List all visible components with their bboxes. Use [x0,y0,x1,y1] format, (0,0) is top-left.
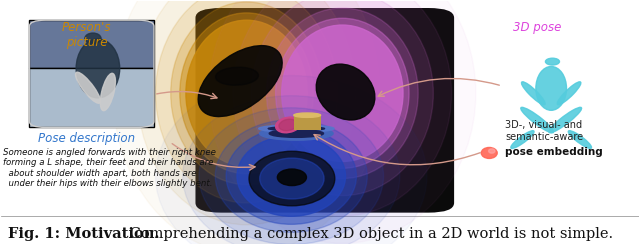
Ellipse shape [549,107,582,133]
FancyBboxPatch shape [29,20,154,127]
Ellipse shape [266,8,418,179]
Text: pose embedding: pose embedding [505,147,603,157]
Ellipse shape [521,107,554,133]
Ellipse shape [276,18,409,168]
Text: Someone is angled forwards with their right knee
forming a L shape, their feet a: Someone is angled forwards with their ri… [3,148,216,188]
Ellipse shape [182,96,400,245]
Ellipse shape [568,131,591,148]
Ellipse shape [282,25,403,161]
Ellipse shape [557,82,581,105]
Ellipse shape [76,39,120,98]
Ellipse shape [260,127,333,140]
Ellipse shape [76,72,100,103]
Ellipse shape [522,82,545,105]
Ellipse shape [85,33,101,44]
Text: Person's
picture: Person's picture [62,21,111,49]
Ellipse shape [138,0,356,225]
Ellipse shape [100,73,115,111]
FancyBboxPatch shape [29,20,154,68]
Polygon shape [294,115,321,130]
Text: Pose description: Pose description [38,132,136,145]
Ellipse shape [233,0,452,216]
Ellipse shape [180,13,314,174]
Ellipse shape [198,46,282,117]
Ellipse shape [156,0,337,203]
FancyBboxPatch shape [195,8,454,213]
Ellipse shape [171,2,323,185]
Ellipse shape [268,127,324,131]
Ellipse shape [279,119,297,131]
Ellipse shape [545,58,559,65]
Ellipse shape [276,117,301,133]
Ellipse shape [215,120,367,232]
Text: Fig. 1: Motivation.: Fig. 1: Motivation. [8,227,159,241]
Ellipse shape [481,147,497,159]
Ellipse shape [260,158,324,199]
Text: Comprehending a complex 3D object in a 2D world is not simple.: Comprehending a complex 3D object in a 2… [125,227,613,241]
Ellipse shape [511,131,534,148]
Ellipse shape [226,128,356,224]
Ellipse shape [269,130,323,137]
Text: semantic-aware: semantic-aware [505,132,583,142]
Text: 3D-, visual- and: 3D-, visual- and [505,120,582,130]
Ellipse shape [216,67,259,85]
Ellipse shape [277,169,307,186]
FancyBboxPatch shape [29,68,154,127]
Text: 3D pose: 3D pose [513,21,561,34]
Ellipse shape [199,108,383,245]
Ellipse shape [316,64,375,120]
Ellipse shape [294,113,321,117]
Ellipse shape [252,0,433,196]
Ellipse shape [249,151,335,206]
Ellipse shape [536,66,566,110]
Ellipse shape [186,20,307,166]
Ellipse shape [259,125,334,132]
Ellipse shape [488,149,495,153]
Ellipse shape [237,136,346,216]
